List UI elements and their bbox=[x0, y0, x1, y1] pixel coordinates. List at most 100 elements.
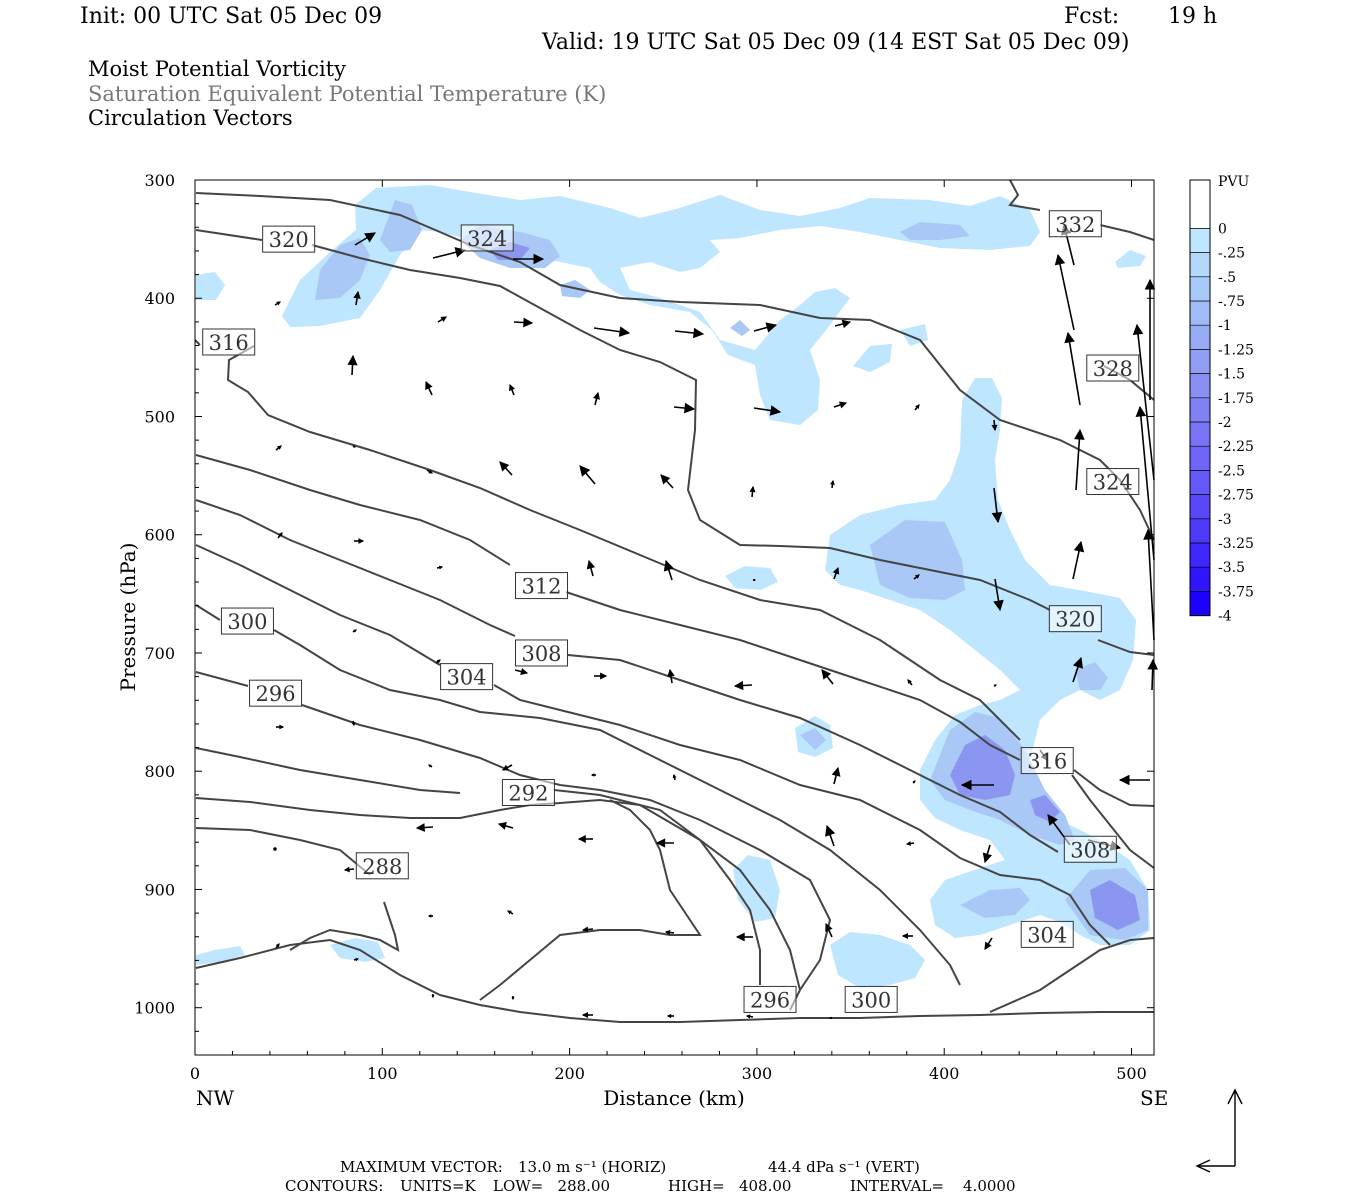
vector-arrow bbox=[1064, 331, 1081, 406]
vector-arrow bbox=[502, 764, 513, 771]
vector-arrow bbox=[586, 559, 596, 577]
vector-arrow bbox=[579, 465, 596, 485]
vector-arrow bbox=[354, 538, 365, 544]
vector-arrow bbox=[735, 932, 753, 942]
contour-label-box bbox=[1020, 920, 1074, 948]
contour-label: 296 bbox=[750, 988, 790, 1012]
vector-arrow bbox=[593, 391, 601, 406]
pv-region bbox=[825, 378, 1150, 945]
vector-arrow bbox=[427, 914, 433, 918]
contour-labels: 320 324 332 316 328 324 312 320 300 308 304 296 316 2… bbox=[202, 210, 1140, 1013]
vector-arrow bbox=[825, 922, 833, 938]
colorbar-label: -1.75 bbox=[1218, 391, 1254, 407]
contour-label-box bbox=[743, 985, 797, 1013]
colorbar-swatch bbox=[1190, 567, 1210, 592]
vector-arrow bbox=[352, 445, 356, 448]
contour-label: 324 bbox=[467, 227, 507, 251]
contour-label: 328 bbox=[1093, 357, 1133, 381]
colorbar-label: -.5 bbox=[1218, 270, 1236, 286]
contours-label: CONTOURS: bbox=[285, 1177, 384, 1195]
contour-line bbox=[195, 797, 801, 991]
y-tick-label: 700 bbox=[144, 644, 175, 663]
vector-arrow bbox=[513, 253, 545, 265]
vector-arrow bbox=[275, 445, 282, 451]
contour-label: 308 bbox=[1070, 838, 1110, 862]
contour-line bbox=[194, 339, 1155, 807]
contour-label-box bbox=[515, 639, 569, 667]
contour-label: 332 bbox=[1055, 213, 1095, 237]
contour-line bbox=[989, 937, 1155, 1013]
vector-arrow bbox=[1074, 428, 1085, 491]
colorbar-label: -3.5 bbox=[1218, 560, 1245, 576]
vector-arrow bbox=[273, 847, 277, 851]
pv-region bbox=[900, 222, 970, 240]
colorbar-label: -2.5 bbox=[1218, 463, 1245, 479]
contours-high: HIGH= 408.00 bbox=[668, 1177, 792, 1195]
contour-label: 300 bbox=[851, 988, 891, 1012]
colorbar-swatch bbox=[1190, 180, 1210, 205]
contour-line bbox=[1008, 179, 1155, 241]
vector-arrow bbox=[832, 566, 840, 580]
colorbar-swatch bbox=[1190, 276, 1210, 302]
vector-arrow bbox=[749, 485, 756, 498]
colorbar-swatch bbox=[1190, 422, 1210, 447]
contour-label: 316 bbox=[1027, 750, 1067, 774]
vector-arrow bbox=[666, 1013, 674, 1019]
colorbar-swatch bbox=[1190, 494, 1210, 520]
vector-arrow bbox=[674, 327, 705, 339]
contour-label-box bbox=[501, 779, 555, 806]
vector-arrow bbox=[907, 679, 913, 686]
pv-region bbox=[900, 324, 928, 346]
vector-arrow bbox=[590, 773, 596, 777]
colorbar-swatch bbox=[1190, 228, 1210, 254]
contour-label-box bbox=[1048, 605, 1102, 633]
vector-arrow bbox=[508, 383, 515, 396]
circulation-vectors bbox=[273, 223, 1158, 1020]
colorbar-label: 0 bbox=[1218, 221, 1227, 237]
vector-arrow bbox=[1072, 656, 1084, 683]
vector-arrow bbox=[905, 841, 915, 846]
colorbar-label: -3.75 bbox=[1218, 584, 1254, 600]
colorbar-label: -3 bbox=[1218, 512, 1232, 528]
colorbar-label: -1.25 bbox=[1218, 342, 1254, 358]
contour-line bbox=[195, 192, 1155, 541]
max-vector-vert: 44.4 dPa s⁻¹ (VERT) bbox=[768, 1158, 920, 1176]
vector-arrow bbox=[660, 474, 674, 489]
colorbar-label: -2.25 bbox=[1218, 439, 1254, 455]
plot-frame bbox=[194, 179, 1155, 1056]
contour-label: 320 bbox=[1055, 608, 1095, 632]
vector-arrow bbox=[960, 779, 994, 791]
contour-line bbox=[195, 938, 1154, 1023]
vector-arrow bbox=[753, 405, 782, 416]
pv-region bbox=[196, 272, 225, 300]
forecast-hour: 19 h bbox=[1168, 4, 1218, 29]
contour-label: 324 bbox=[1093, 471, 1133, 495]
vector-arrow bbox=[1072, 540, 1085, 580]
pv-region bbox=[870, 520, 965, 600]
vector-arrow bbox=[993, 578, 1004, 612]
contour-line bbox=[195, 747, 761, 985]
vector-arrow bbox=[1118, 774, 1150, 786]
colorbar-swatch bbox=[1190, 373, 1210, 399]
pv-region bbox=[800, 728, 826, 750]
contour-label: 312 bbox=[521, 575, 561, 599]
vector-arrow bbox=[834, 319, 852, 329]
axes: 300 400 500 600 700 800 900 1000 0 100 200 300 400 50… bbox=[116, 171, 1168, 1110]
contour-label: 292 bbox=[508, 782, 548, 806]
colorbar-swatch bbox=[1190, 349, 1210, 375]
vector-arrow bbox=[497, 822, 514, 830]
y-tick-label: 800 bbox=[144, 762, 175, 781]
contour-label-box bbox=[1048, 210, 1102, 238]
vector-arrow bbox=[352, 629, 357, 633]
contour-label-box bbox=[844, 985, 898, 1013]
x-tick-label: 300 bbox=[742, 1064, 773, 1083]
x-end-label-nw: NW bbox=[196, 1086, 235, 1110]
colorbar-swatch bbox=[1190, 591, 1210, 617]
vector-arrow bbox=[593, 326, 631, 337]
vector-arrow bbox=[655, 838, 674, 848]
vector-arrow bbox=[831, 766, 841, 785]
vector-arrow bbox=[753, 578, 757, 582]
pv-region bbox=[315, 238, 370, 300]
colorbar-label: -1 bbox=[1218, 318, 1232, 334]
